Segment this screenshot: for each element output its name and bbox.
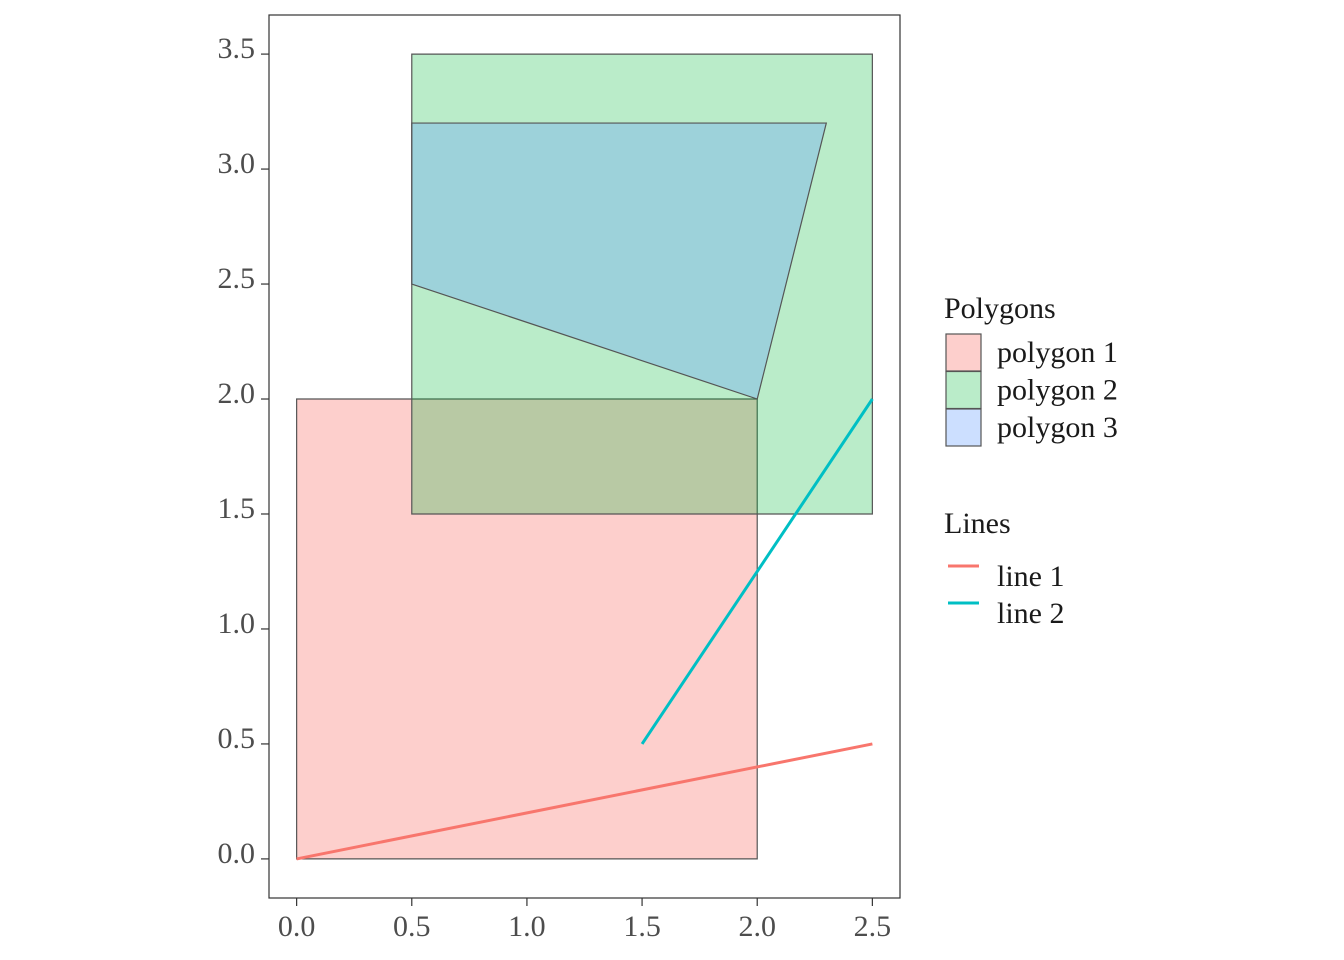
x-tick-label: 0.5 [393, 910, 431, 943]
y-tick-label: 0.5 [218, 722, 256, 755]
y-tick-label: 0.0 [218, 837, 256, 870]
y-axis: 0.0 0.5 1.0 1.5 2.0 2.5 3.0 3.5 [218, 32, 269, 870]
x-tick-label: 0.0 [278, 910, 316, 943]
panel-border [268, 14, 901, 899]
legend-key-polygon-1 [945, 333, 982, 372]
line-2 [640, 398, 874, 745]
legend-label-polygon-1: polygon 1 [997, 336, 1118, 369]
y-tick-label: 2.0 [218, 377, 256, 410]
y-tick-label: 3.5 [218, 32, 256, 65]
plot-area [296, 53, 874, 861]
legend-label-polygon-2: polygon 2 [997, 374, 1118, 407]
legend-key-polygon-2 [945, 370, 982, 410]
legend-label-line-2: line 2 [997, 597, 1065, 630]
legend-key-polygon-3 [945, 408, 982, 447]
y-tick-label: 1.5 [218, 492, 256, 525]
line-legend-title: Lines [944, 507, 1011, 540]
x-axis: 0.0 0.5 1.0 1.5 2.0 2.5 [278, 898, 891, 943]
legend-label-polygon-3: polygon 3 [997, 411, 1118, 444]
polygon-legend-title: Polygons [944, 292, 1056, 325]
y-tick-label: 2.5 [218, 262, 256, 295]
x-tick-label: 1.5 [623, 910, 661, 943]
legend: Polygons polygon 1 polygon 2 polygon 3 Lin… [944, 292, 1118, 630]
x-tick-label: 2.5 [854, 910, 892, 943]
x-tick-label: 1.0 [508, 910, 546, 943]
y-tick-label: 3.0 [218, 147, 256, 180]
line-1 [296, 742, 873, 861]
polygon-legend: polygon 1 polygon 2 polygon 3 [945, 333, 1118, 447]
y-tick-label: 1.0 [218, 607, 256, 640]
line-legend: line 1 line 2 [948, 560, 1065, 630]
polygon-3 [411, 122, 828, 400]
legend-label-line-1: line 1 [997, 560, 1065, 593]
x-tick-label: 2.0 [738, 910, 776, 943]
